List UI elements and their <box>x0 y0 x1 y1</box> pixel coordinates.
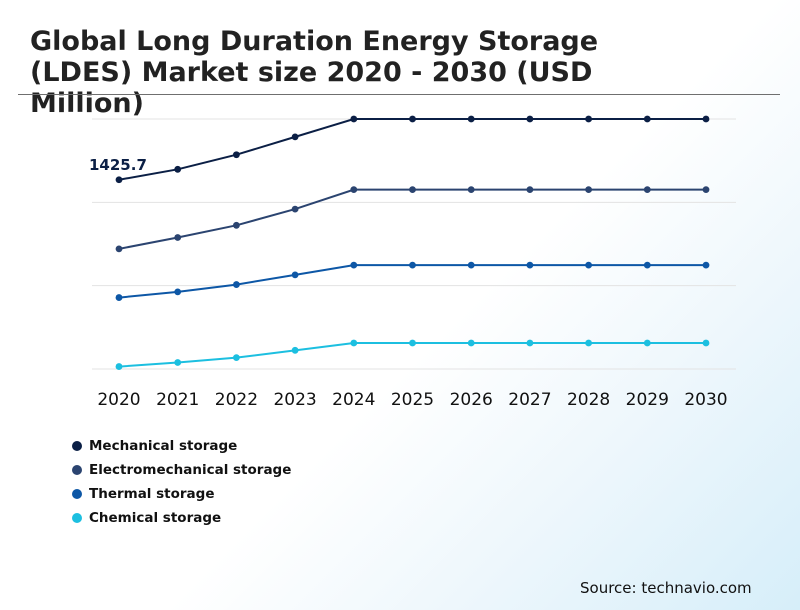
data-point <box>233 151 240 159</box>
data-point <box>174 165 182 173</box>
data-point <box>115 176 123 184</box>
data-point <box>409 186 416 194</box>
x-tick-label: 2021 <box>156 390 199 410</box>
x-tick-label: 2020 <box>97 390 140 410</box>
legend-label: Thermal storage <box>89 486 215 502</box>
x-axis-ticks: 2020 2021 2022 2023 2024 2025 2026 2027 2028 2029… <box>97 390 727 410</box>
data-point <box>526 339 534 347</box>
legend-marker-icon <box>72 489 82 499</box>
source-credit: Source: technavio.com <box>580 579 752 597</box>
x-tick-label: 2029 <box>626 390 669 410</box>
gridlines <box>92 118 736 370</box>
x-tick-label: 2028 <box>567 390 610 410</box>
data-point <box>585 186 592 194</box>
legend-item: Thermal storage <box>72 482 291 506</box>
series-chemical-storage <box>115 339 710 370</box>
data-point <box>233 281 240 288</box>
data-labels: 1425.7 <box>89 156 147 174</box>
data-point <box>702 261 710 269</box>
x-tick-label: 2030 <box>684 390 727 410</box>
data-point <box>174 234 182 241</box>
data-point <box>585 339 592 347</box>
data-point <box>585 115 592 123</box>
data-point <box>350 339 358 347</box>
data-point <box>291 271 299 279</box>
legend-item: Electromechanical storage <box>72 458 291 482</box>
data-point <box>467 339 475 347</box>
data-point <box>233 221 240 229</box>
legend-label: Electromechanical storage <box>89 462 292 478</box>
data-point <box>526 261 534 269</box>
data-point <box>174 359 182 366</box>
data-label: 1425.7 <box>89 156 147 174</box>
data-point <box>467 115 475 123</box>
legend-marker-icon <box>72 513 82 523</box>
series-line <box>118 118 706 181</box>
legend-marker-icon <box>72 441 82 451</box>
x-tick-label: 2024 <box>332 390 375 410</box>
data-point <box>350 115 358 123</box>
data-point <box>643 339 651 347</box>
legend-item: Mechanical storage <box>72 434 291 458</box>
series-line <box>118 264 706 299</box>
data-point <box>702 115 710 123</box>
series-layer <box>115 115 710 370</box>
series-mechanical-storage <box>115 115 710 184</box>
series-line <box>118 188 706 250</box>
data-point <box>643 261 651 269</box>
data-point <box>643 115 651 123</box>
data-point <box>409 115 416 123</box>
data-point <box>291 346 299 354</box>
data-point <box>526 115 534 123</box>
data-point <box>174 288 182 296</box>
data-point <box>115 363 123 370</box>
data-point <box>467 186 475 194</box>
x-tick-label: 2027 <box>508 390 551 410</box>
legend-label: Chemical storage <box>89 510 222 526</box>
data-point <box>115 294 123 301</box>
data-point <box>702 339 710 347</box>
data-point <box>467 261 475 269</box>
series-electromechanical-storage <box>115 186 710 253</box>
data-point <box>409 339 416 347</box>
legend: Mechanical storage Electromechanical stor… <box>72 434 291 530</box>
data-point <box>526 186 534 194</box>
legend-label: Mechanical storage <box>89 438 238 454</box>
chart-title: Global Long Duration Energy Storage (LDE… <box>30 26 599 119</box>
data-point <box>643 186 651 194</box>
title-divider <box>18 94 780 95</box>
data-point <box>585 261 592 269</box>
x-tick-label: 2023 <box>273 390 316 410</box>
data-point <box>233 354 240 362</box>
x-tick-label: 2025 <box>391 390 434 410</box>
data-point <box>350 186 358 194</box>
data-point <box>409 261 416 269</box>
x-tick-label: 2022 <box>215 390 258 410</box>
legend-marker-icon <box>72 465 82 475</box>
series-thermal-storage <box>115 261 710 301</box>
data-point <box>291 205 299 213</box>
line-chart: 2020 2021 2022 2023 2024 2025 2026 2027 2028 2029… <box>89 115 736 410</box>
data-point <box>115 245 123 253</box>
data-point <box>291 133 299 141</box>
series-line <box>118 342 706 368</box>
data-point <box>350 261 358 269</box>
x-tick-label: 2026 <box>450 390 493 410</box>
legend-item: Chemical storage <box>72 506 291 530</box>
data-point <box>702 186 710 194</box>
